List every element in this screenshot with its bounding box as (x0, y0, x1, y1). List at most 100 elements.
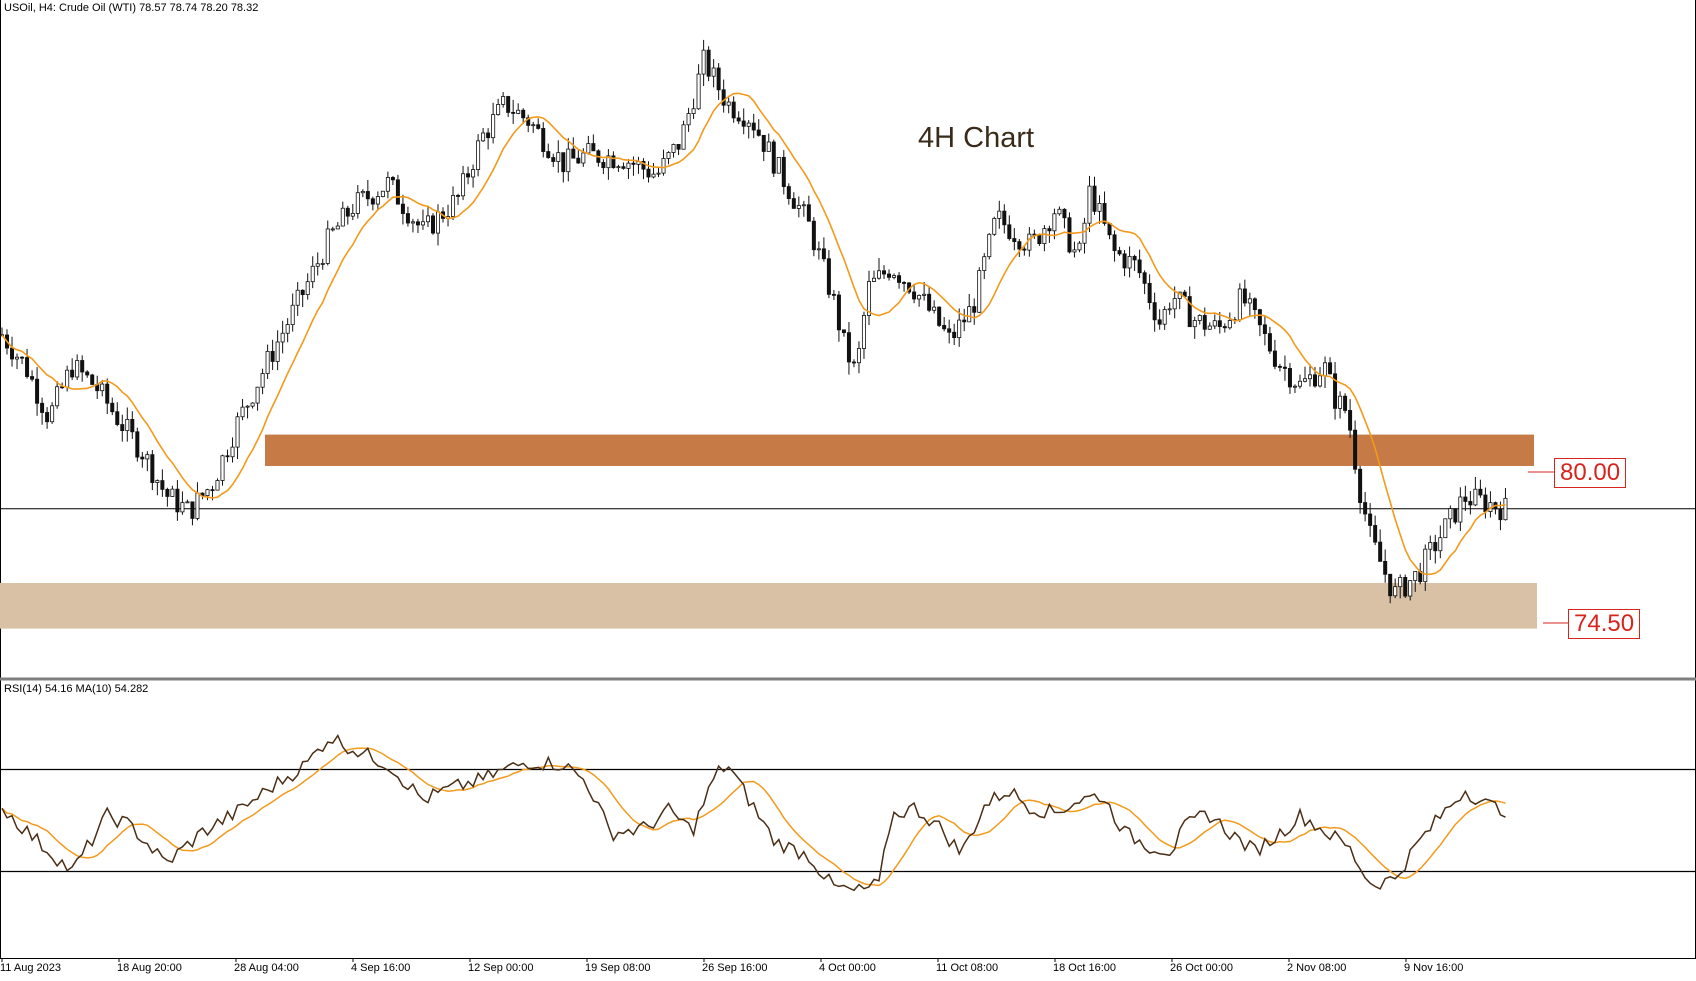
candle-body (375, 196, 380, 205)
candle-body (125, 419, 130, 432)
candle-body (1072, 249, 1077, 253)
candle-body (1127, 256, 1132, 269)
candle-body (591, 143, 596, 152)
candle-body (65, 369, 70, 388)
candle-body (746, 122, 751, 127)
candle-body (686, 113, 691, 126)
candle-body (481, 132, 486, 142)
candle-body (1483, 494, 1488, 512)
candle-body (240, 406, 245, 418)
candle-body (751, 122, 756, 131)
candle-body (756, 129, 761, 136)
candle-body (1132, 256, 1137, 261)
candle-body (260, 373, 265, 388)
candle-body (1428, 542, 1433, 550)
candle-body (606, 155, 611, 169)
candle-body (1463, 496, 1468, 502)
time-tick-label: 4 Oct 00:00 (819, 962, 876, 974)
candle-body (1057, 208, 1062, 215)
time-tick-label: 4 Sep 16:00 (351, 962, 411, 974)
candle-body (561, 152, 566, 173)
chart-annotation-title: 4H Chart (918, 122, 1035, 154)
candle-body (626, 162, 631, 169)
candle-body (1042, 228, 1047, 244)
candle-body (461, 173, 466, 197)
candle-body (1453, 508, 1458, 523)
candle-body (1503, 497, 1508, 521)
candle-body (526, 117, 531, 126)
candle-body (1212, 320, 1217, 327)
candle-body (340, 207, 345, 227)
candle-body (1097, 203, 1102, 212)
candle-body (405, 213, 410, 224)
candle-body (1408, 580, 1413, 597)
candle-body (922, 293, 927, 296)
candle-body (661, 158, 666, 174)
candle-body (731, 101, 736, 119)
candle-body (1077, 242, 1082, 251)
candle-body (330, 228, 335, 231)
candle-body (551, 157, 556, 162)
candle-body (1468, 501, 1473, 506)
candle-body (1378, 541, 1383, 562)
candle-body (791, 198, 796, 209)
time-tick-label: 11 Oct 08:00 (936, 962, 999, 974)
candle-body (115, 411, 120, 425)
candle-body (897, 275, 902, 283)
candle-body (796, 205, 801, 209)
candle-body (721, 89, 726, 106)
candle-body (1323, 362, 1328, 377)
candle-body (1262, 324, 1267, 335)
candle-body (1302, 378, 1307, 382)
candle-body (706, 49, 711, 77)
candle-body (1067, 217, 1072, 253)
candle-body (1383, 560, 1388, 575)
moving-average-line (1, 92, 1506, 576)
time-tick-label: 28 Aug 04:00 (234, 962, 299, 974)
candle-body (270, 350, 275, 362)
candle-body (235, 416, 240, 448)
candle-body (1388, 573, 1393, 597)
time-tick-label: 11 Aug 2023 (0, 962, 61, 974)
candle-body (766, 141, 771, 152)
support-zone-7450 (0, 582, 1537, 629)
candle-body (511, 112, 516, 114)
candle-body (856, 348, 861, 364)
candle-body (255, 386, 260, 404)
candle-body (185, 501, 190, 504)
candle-body (320, 263, 325, 265)
candle-body (335, 225, 340, 230)
candle-body (836, 294, 841, 331)
candle-body (1082, 222, 1087, 244)
candle-body (170, 488, 175, 497)
candle-body (1192, 320, 1197, 328)
candle-body (927, 293, 932, 311)
candle-body (716, 67, 721, 91)
candle-body (1433, 542, 1438, 552)
candle-body (290, 304, 295, 325)
candle-body (1473, 488, 1478, 506)
candle-body (676, 144, 681, 150)
candle-body (521, 109, 526, 119)
candle-body (962, 319, 967, 323)
candle-body (947, 328, 952, 333)
candle-body (1438, 537, 1443, 552)
candle-body (195, 492, 200, 519)
candle-body (160, 480, 165, 490)
candle-body (1313, 374, 1318, 387)
time-tick-label: 9 Nov 16:00 (1404, 962, 1464, 974)
candle-body (1147, 282, 1152, 304)
candle-body (977, 270, 982, 313)
candle-body (466, 173, 471, 178)
candle-body (1202, 315, 1207, 330)
candle-body (380, 190, 385, 197)
candle-body (1002, 210, 1007, 226)
candle-body (225, 455, 230, 458)
candle-body (471, 169, 476, 178)
time-tick-label: 18 Oct 16:00 (1053, 962, 1116, 974)
candle-body (1052, 213, 1057, 232)
candle-body (295, 289, 300, 306)
candle-body (350, 213, 355, 217)
candle-body (175, 488, 180, 513)
candle-body (1328, 362, 1333, 375)
